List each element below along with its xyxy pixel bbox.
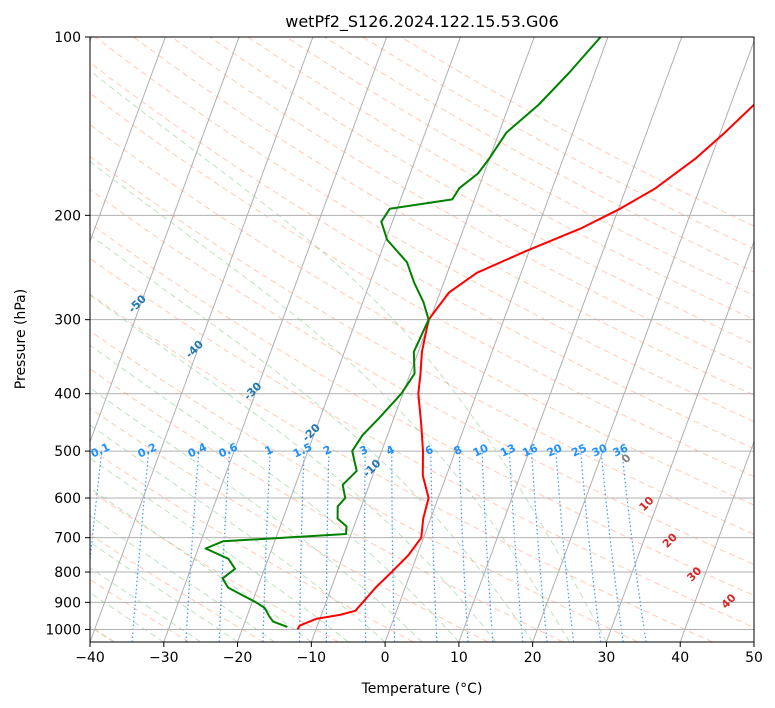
mixing-ratio-line (621, 451, 647, 642)
dry-adiabat-line (90, 123, 754, 506)
y-tick-label: 200 (54, 208, 81, 224)
plot-frame (89, 36, 755, 643)
chart-title: wetPf2_S126.2024.122.15.53.G06 (285, 12, 559, 32)
x-tick-label: 10 (450, 650, 468, 666)
isotherm-line (163, 37, 388, 642)
sounding-profile-line (296, 103, 754, 630)
isotherm-line (90, 37, 166, 243)
isotherm-line (90, 37, 314, 642)
dry-adiabat-line (90, 155, 754, 535)
x-tick-label: 20 (524, 650, 542, 666)
x-tick-label: −40 (75, 650, 105, 666)
x-tick-label: 30 (598, 650, 616, 666)
mixing-ratio-label: 30 (590, 441, 610, 459)
dry-adiabat-line (90, 222, 754, 597)
y-tick-label: 1000 (45, 622, 81, 638)
mixing-ratio-label: 36 (611, 441, 631, 459)
mixing-ratio-label: 20 (545, 441, 565, 459)
dry-adiabat-line (90, 257, 754, 628)
moist-adiabat-line (90, 541, 238, 642)
moist-adiabat-line (90, 344, 460, 642)
mixing-ratio-label: 13 (498, 441, 517, 459)
moist-adiabat-line (90, 592, 165, 642)
x-axis-title: Temperature (°C) (361, 681, 483, 697)
dry-adiabat-line (90, 533, 265, 642)
sounding-profile-line (204, 37, 602, 628)
moist-adiabat-line (90, 515, 275, 642)
isotherm-line (679, 440, 754, 642)
isotherm-line (310, 37, 535, 642)
moist-adiabat-line (90, 234, 534, 642)
mixing-ratio-line (600, 451, 624, 642)
x-tick-label: −30 (149, 650, 179, 666)
y-axis-title: Pressure (hPa) (13, 289, 29, 389)
moist-adiabat-line (90, 387, 423, 642)
dry-adiabat-line (90, 368, 564, 642)
x-tick-label: 50 (745, 650, 763, 666)
moist-adiabat-line (90, 424, 386, 642)
mixing-ratio-line (580, 451, 602, 642)
x-tick-label: −10 (297, 650, 327, 666)
x-tick-label: 0 (381, 650, 390, 666)
mixing-ratio-line (90, 451, 103, 566)
mixing-ratio-line (508, 451, 524, 642)
mixing-ratio-line (555, 451, 575, 642)
dry-adiabat-line (90, 490, 339, 642)
y-tick-label: 800 (54, 565, 81, 581)
axis-ticks: −40 −30 −20 −10 0 10 20 30 40 50 100 200 300 400 500 60… (45, 30, 763, 666)
dry-adiabat-line (90, 407, 489, 642)
mixing-ratio-label: 16 (520, 441, 540, 459)
y-tick-label: 100 (54, 30, 81, 46)
moist-adiabat-line (90, 567, 201, 642)
isotherm-line (458, 37, 683, 642)
y-tick-label: 900 (54, 595, 81, 611)
mixing-ratio-label: 10 (471, 441, 491, 459)
isotherm-line (605, 240, 754, 642)
mixing-ratio-label: 25 (569, 441, 588, 459)
y-tick-label: 700 (54, 531, 81, 547)
mixing-ratio-line (531, 451, 548, 642)
moist-adiabat-line (90, 70, 607, 642)
y-tick-label: 600 (54, 491, 81, 507)
y-tick-label: 400 (54, 387, 81, 403)
dry-adiabat-line (90, 293, 713, 642)
isotherm-line (384, 37, 609, 642)
sounding-series (204, 37, 754, 630)
isotherm-line (90, 37, 240, 444)
plot-background (90, 37, 754, 642)
y-tick-label: 500 (54, 444, 81, 460)
dry-adiabat-line (247, 37, 754, 321)
y-tick-label: 300 (54, 313, 81, 329)
dry-adiabat-line (209, 37, 754, 345)
x-tick-label: −20 (223, 650, 253, 666)
dry-adiabat-line (94, 37, 754, 423)
isotherm-line (237, 37, 461, 642)
x-tick-label: 40 (671, 650, 689, 666)
dry-adiabat-line (90, 62, 754, 450)
moist-adiabat-line (90, 161, 571, 642)
moist-adiabat-line (90, 294, 497, 642)
